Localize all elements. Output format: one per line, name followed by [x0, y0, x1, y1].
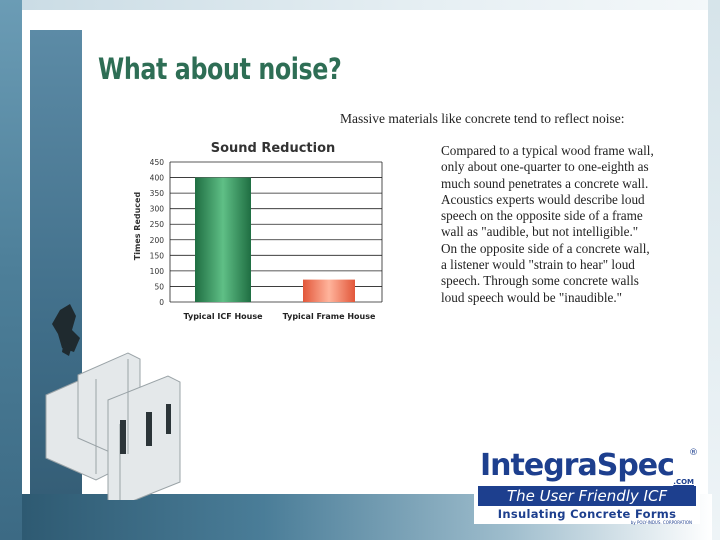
registered-mark: ® — [689, 448, 698, 458]
integraspec-logo: IntegraSpec ® .COM The User Friendly ICF… — [474, 446, 700, 525]
x-category-label: Typical Frame House — [283, 312, 376, 321]
y-tick-label: 300 — [150, 205, 165, 214]
sound-reduction-chart: Sound Reduction Times Reduced 0 50 100 150 2… — [133, 141, 383, 321]
intro-text: Massive materials like concrete tend to … — [340, 111, 625, 126]
bar — [303, 279, 355, 302]
y-tick-label: 200 — [150, 236, 165, 245]
body-line: wall as "audible, but not intelligible." — [441, 224, 639, 240]
y-tick-label: 450 — [150, 158, 165, 167]
logo-byline: by POLY-INDUS. CORPORATION — [630, 520, 692, 525]
y-tick-label: 0 — [159, 298, 164, 307]
y-tick-label: 250 — [150, 220, 165, 229]
bar — [195, 177, 251, 302]
chart-title: Sound Reduction — [211, 141, 336, 156]
y-tick-label: 50 — [154, 282, 164, 291]
y-tick-label: 100 — [150, 267, 165, 276]
body-line: Acoustics experts would describe loud — [441, 191, 645, 207]
body-line: Compared to a typical wood frame wall, — [441, 143, 654, 158]
body-line: On the opposite side of a concrete wall, — [441, 240, 650, 256]
body-line: only about one-quarter to one-eighth as — [441, 159, 649, 175]
body-line: a listener would "strain to hear" loud — [441, 257, 635, 273]
body-line: loud speech would be "inaudible." — [441, 289, 623, 305]
body-line: speech. Through some concrete walls — [441, 273, 639, 289]
icf-blocks-illustration — [45, 304, 181, 500]
top-stripe — [0, 0, 720, 10]
x-axis-labels: Typical ICF House Typical Frame House — [183, 312, 375, 321]
y-axis-ticks: 0 50 100 150 200 250 300 350 400 450 — [150, 158, 165, 307]
left-band — [0, 0, 22, 540]
logo-domain: .COM — [673, 478, 694, 486]
body-text: Compared to a typical wood frame wall, o… — [441, 143, 681, 306]
y-tick-label: 350 — [150, 189, 165, 198]
y-axis-label: Times Reduced — [133, 192, 142, 261]
logo-name: IntegraSpec — [480, 448, 675, 483]
x-category-label: Typical ICF House — [183, 312, 263, 321]
y-tick-label: 150 — [150, 251, 165, 260]
bars — [195, 177, 355, 302]
logo-subtitle: Insulating Concrete Forms — [497, 507, 677, 521]
logo-tagline: The User Friendly ICF — [478, 486, 696, 506]
body-line: speech on the opposite side of a frame — [441, 208, 643, 224]
right-stripe — [708, 0, 720, 540]
page-title: What about noise? — [98, 52, 342, 86]
body-line: much sound penetrates a concrete wall. — [441, 175, 649, 191]
y-tick-label: 400 — [150, 174, 165, 183]
